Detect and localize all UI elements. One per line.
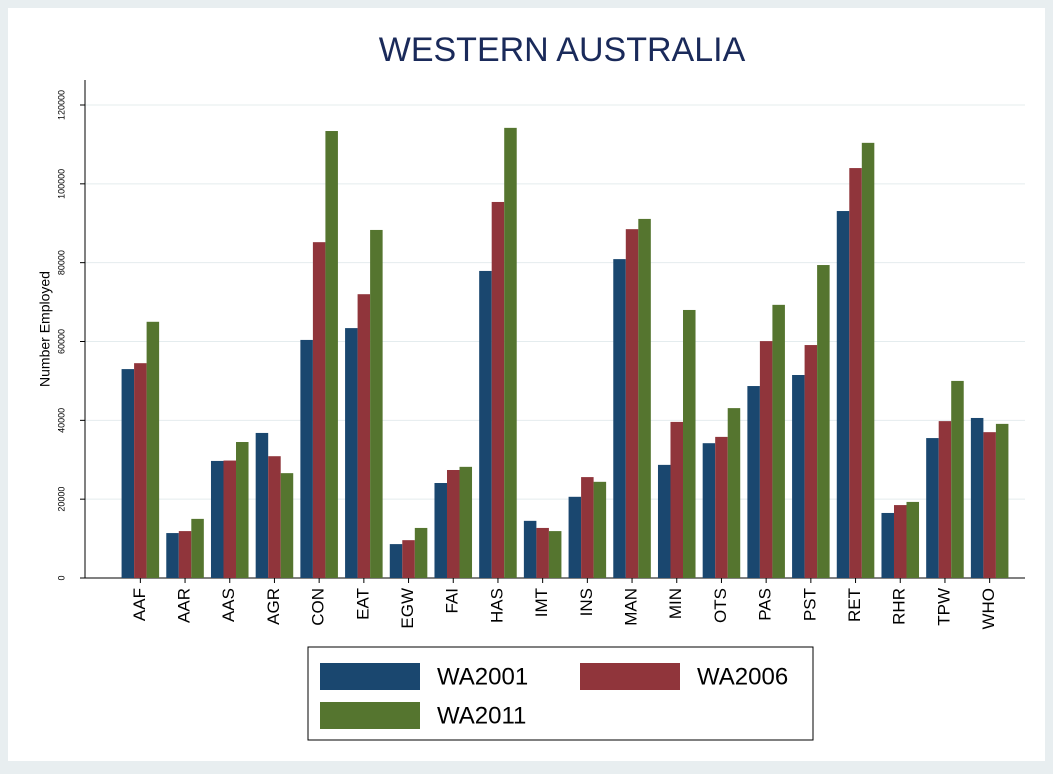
bar	[504, 127, 517, 578]
bar	[210, 460, 224, 578]
legend-swatch	[320, 663, 420, 690]
x-tick-label: MIN	[666, 588, 685, 619]
bar	[134, 363, 147, 578]
bar	[683, 309, 696, 578]
bar	[357, 294, 371, 578]
bar	[593, 481, 607, 578]
x-tick-label: RET	[845, 588, 864, 622]
y-tick-label: 100000	[56, 169, 66, 199]
bar	[191, 518, 204, 578]
bar	[402, 540, 415, 578]
bar	[414, 527, 428, 578]
x-tick-label: AAF	[130, 588, 149, 621]
bar	[446, 469, 460, 578]
bar	[255, 432, 269, 578]
bar	[715, 436, 728, 578]
bar	[325, 131, 338, 578]
bar	[759, 341, 773, 578]
legend-label: WA2001	[437, 663, 528, 690]
bar	[938, 421, 952, 578]
bar	[491, 201, 505, 578]
x-tick-label: INS	[577, 588, 596, 616]
bar	[434, 483, 447, 578]
bar	[995, 423, 1009, 578]
legend-label: WA2011	[437, 702, 526, 729]
bar	[236, 442, 249, 578]
bar	[389, 544, 403, 578]
y-tick-label: 80000	[56, 250, 66, 275]
y-tick-label: 60000	[56, 329, 66, 354]
bar	[657, 464, 671, 578]
y-axis-label: Number Employed	[37, 271, 53, 387]
x-tick-label: TPW	[934, 588, 953, 626]
bar	[300, 339, 313, 578]
bar	[893, 505, 907, 578]
bar	[906, 501, 920, 578]
bar	[861, 142, 875, 578]
bar	[792, 375, 805, 578]
bar	[670, 421, 684, 578]
bar	[268, 456, 281, 578]
bar	[479, 270, 492, 578]
x-tick-label: MAN	[622, 588, 641, 626]
y-tick-label: 0	[56, 575, 66, 580]
x-tick-label: PAS	[756, 588, 775, 621]
y-tick-label: 20000	[56, 487, 66, 512]
legend-swatch	[320, 702, 420, 729]
bar	[804, 345, 818, 578]
bar	[702, 443, 716, 578]
x-tick-label: RHR	[890, 588, 909, 625]
bar	[523, 520, 537, 578]
bar	[223, 460, 237, 578]
bar	[983, 432, 996, 578]
bar	[951, 380, 964, 578]
x-tick-label: AAS	[219, 588, 238, 622]
bar	[548, 531, 562, 578]
bar	[581, 477, 594, 578]
x-tick-label: EAT	[353, 588, 372, 620]
x-tick-label: HAS	[487, 588, 506, 623]
x-tick-label: OTS	[711, 588, 730, 623]
x-tick-label: FAI	[443, 588, 462, 614]
bar	[459, 466, 473, 578]
bar	[727, 408, 741, 578]
bar	[638, 218, 651, 578]
x-tick-label: AGR	[264, 588, 283, 625]
y-tick-label: 40000	[56, 408, 66, 433]
bar	[849, 168, 862, 579]
bar	[568, 496, 582, 578]
bar	[536, 527, 549, 578]
bar	[970, 417, 984, 578]
x-tick-label: CON	[309, 588, 328, 626]
bar	[312, 242, 326, 579]
bar	[836, 211, 850, 579]
chart-title: WESTERN AUSTRALIA	[379, 31, 746, 69]
bar	[280, 473, 294, 578]
bar	[747, 386, 760, 578]
bar	[881, 512, 894, 578]
bar	[121, 369, 135, 578]
bar	[817, 265, 830, 578]
bar	[772, 304, 785, 578]
x-tick-label: EGW	[398, 588, 417, 629]
legend-label: WA2006	[697, 663, 788, 690]
bar	[345, 328, 358, 578]
y-tick-label: 120000	[56, 90, 66, 120]
x-tick-label: PST	[800, 588, 819, 621]
bar	[178, 531, 192, 578]
bar	[625, 229, 639, 578]
x-tick-label: AAR	[175, 588, 194, 623]
bar	[166, 533, 179, 578]
bar	[926, 438, 939, 578]
legend-swatch	[580, 663, 680, 690]
bar	[613, 259, 626, 578]
bar	[370, 229, 383, 578]
bar	[146, 321, 160, 578]
x-tick-label: IMT	[532, 588, 551, 617]
x-tick-label: WHO	[979, 588, 998, 630]
